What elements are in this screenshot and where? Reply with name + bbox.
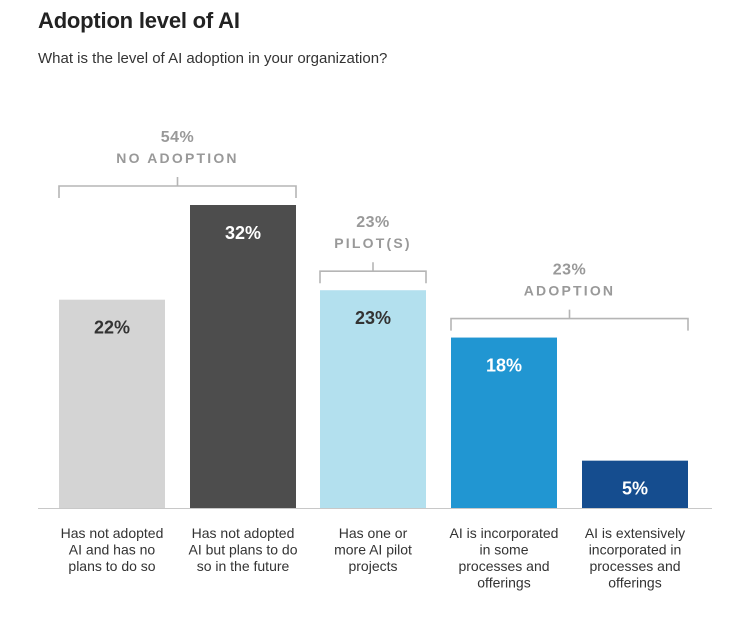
category-label-2: Has not adopted AI but plans to do so in t… [189, 525, 298, 574]
bar-4 [451, 337, 557, 508]
group-name-1: NO ADOPTION [116, 150, 238, 166]
bar-2 [190, 205, 296, 508]
bar-1 [59, 299, 165, 508]
group-percent-3: 23% [553, 262, 587, 279]
group-percent-1: 54% [161, 129, 195, 146]
category-label-5: AI is extensively incorporated in processe… [585, 525, 685, 591]
data-label-2: 32% [225, 223, 261, 243]
group-percent-2: 23% [356, 214, 390, 231]
group-name-3: ADOPTION [524, 283, 616, 299]
group-name-2: PILOT(S) [334, 235, 411, 251]
chart-subtitle: What is the level of AI adoption in your… [38, 50, 388, 67]
category-label-3: Has one or more AI pilot projects [334, 525, 412, 574]
chart-title: Adoption level of AI [38, 8, 240, 33]
bar-5 [582, 460, 688, 508]
category-label-1: Has not adopted AI and has no plans to do … [61, 525, 164, 574]
data-label-5: 5% [622, 479, 648, 499]
data-label-1: 22% [94, 318, 130, 338]
data-label-3: 23% [355, 308, 391, 328]
bar-3 [320, 290, 426, 508]
data-label-4: 18% [486, 356, 522, 376]
group-bracket-2 [319, 262, 427, 284]
category-label-4: AI is incorporated in some processes and of… [450, 525, 559, 591]
group-bracket-3 [450, 309, 689, 331]
group-bracket-1 [58, 177, 297, 198]
